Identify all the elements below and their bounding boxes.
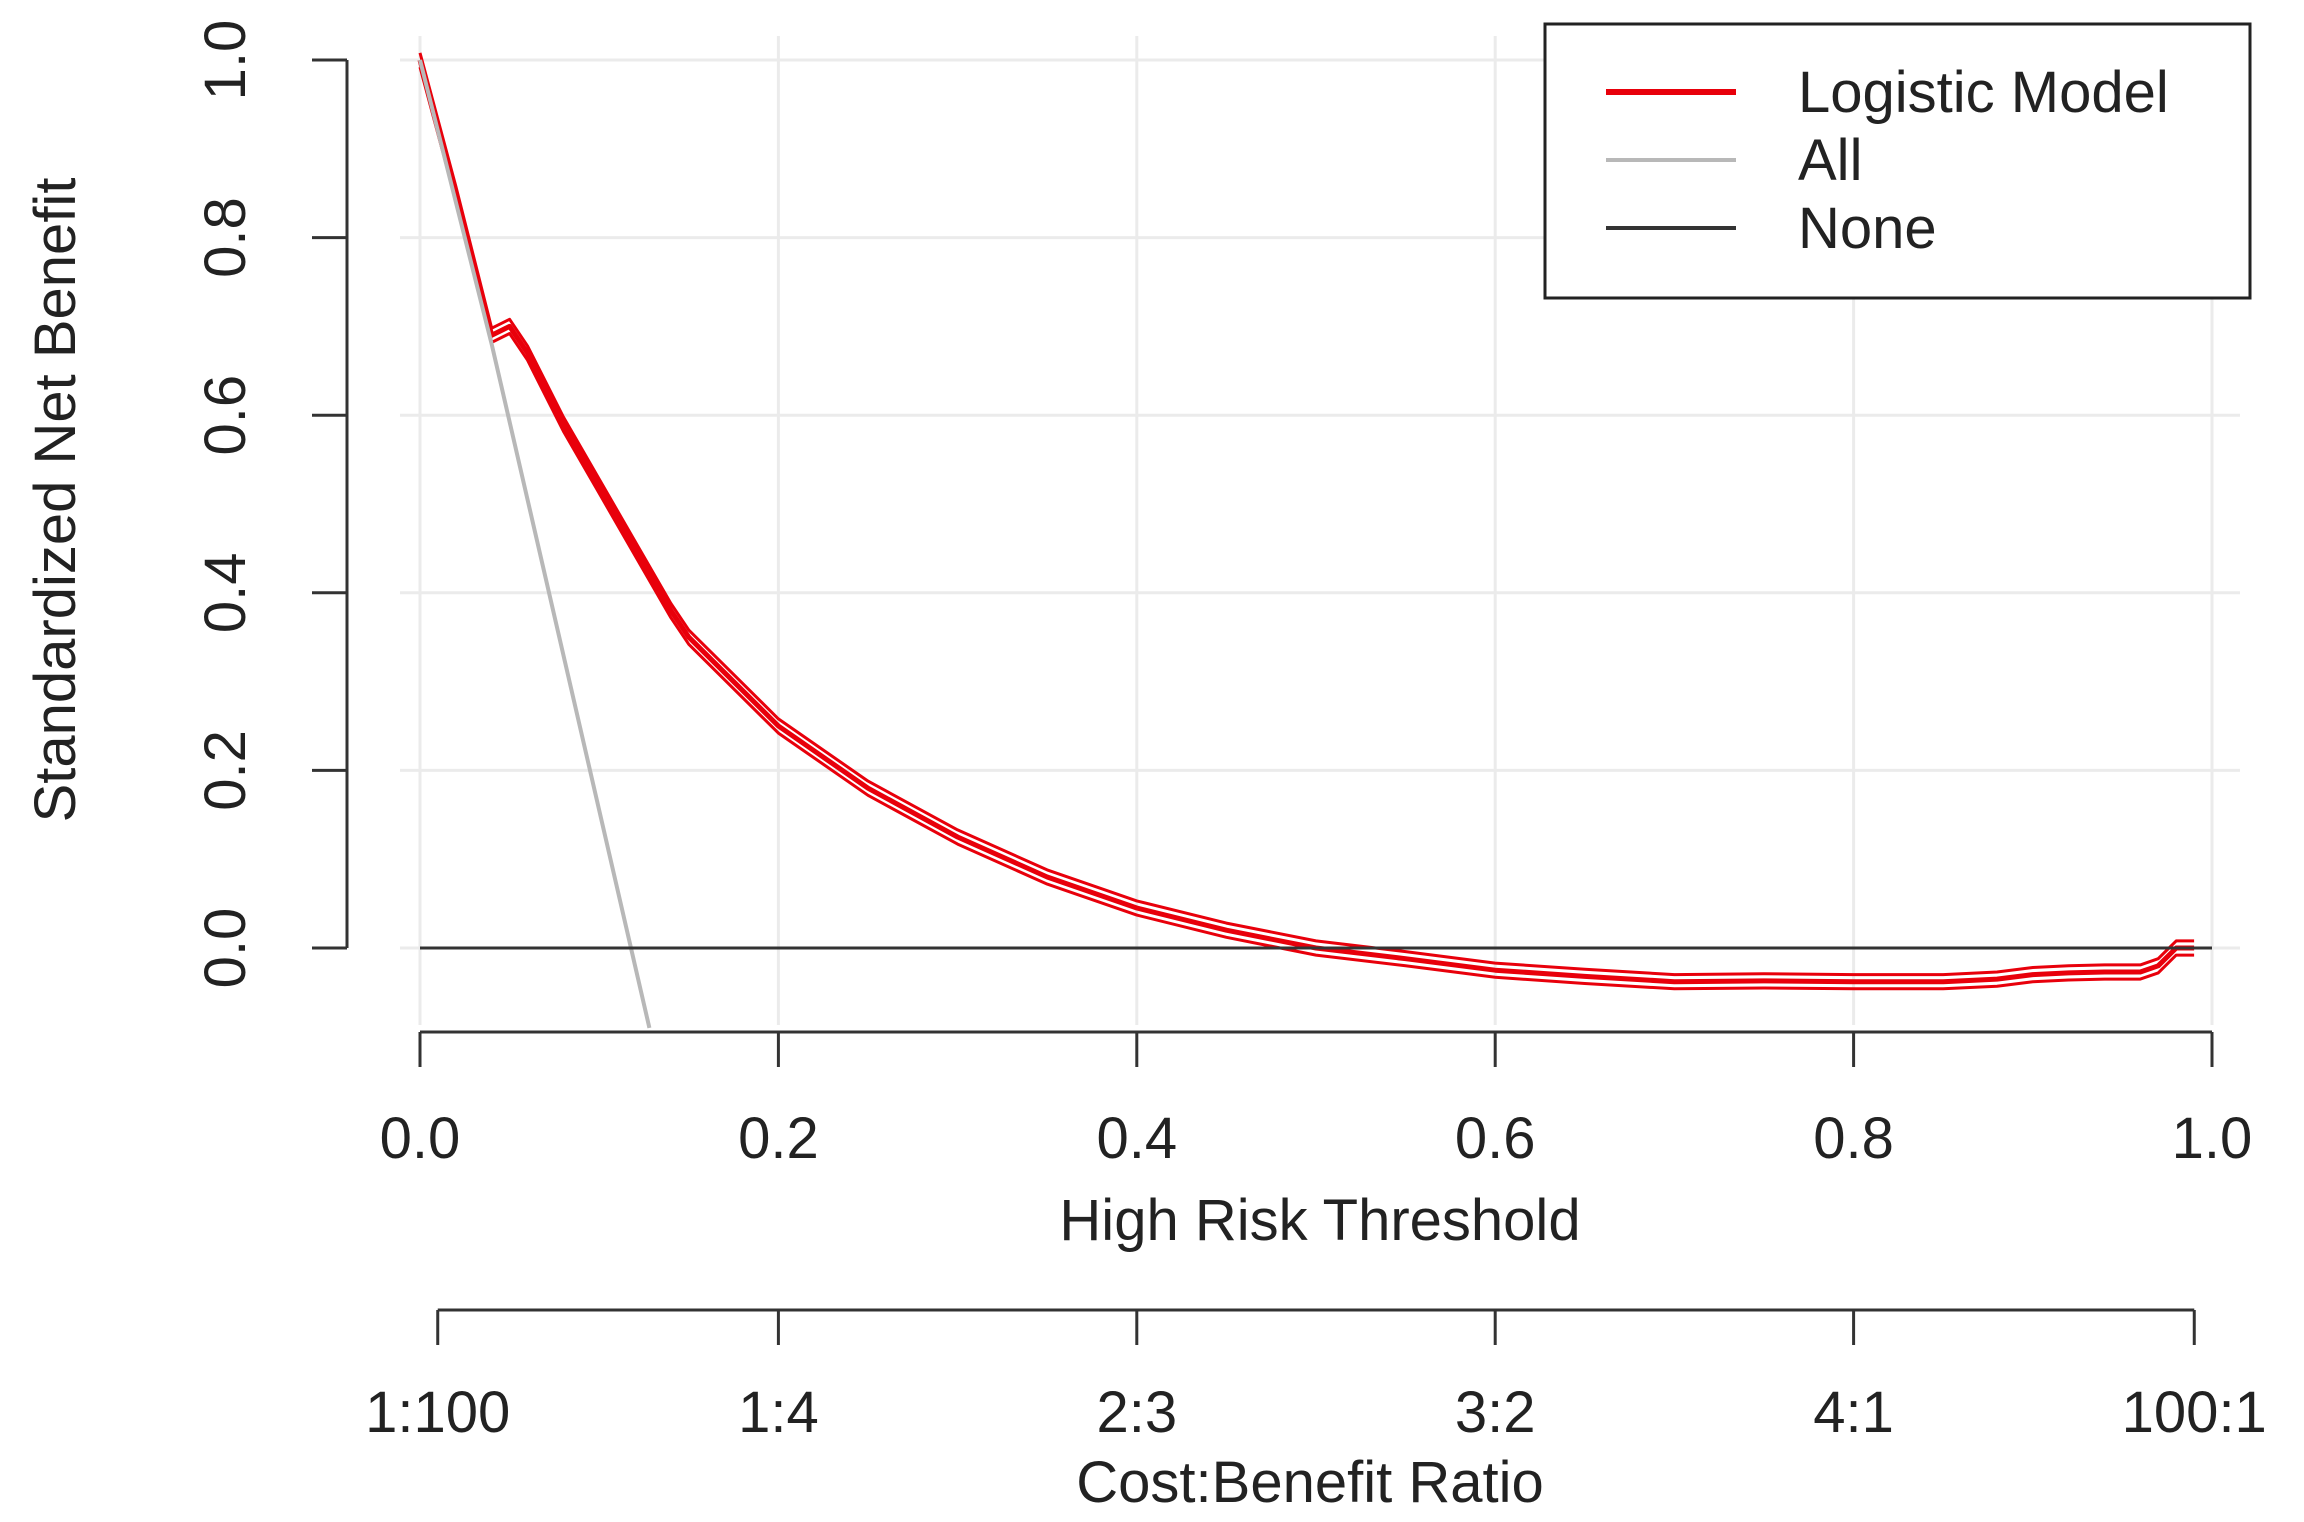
y-tick-label-1: 0.2 — [193, 730, 258, 811]
y-tick-label-5: 1.0 — [193, 20, 258, 101]
secondary-x-axis-title: Cost:Benefit Ratio — [1076, 1450, 1543, 1515]
x-tick-label-3: 0.6 — [1455, 1106, 1536, 1171]
y-tick-label-2: 0.4 — [193, 552, 258, 633]
logistic-ci-upper — [418, 52, 2195, 977]
y-tick-label-0: 0.0 — [193, 908, 258, 989]
x-tick-label-4: 0.8 — [1813, 1106, 1894, 1171]
legend-label-all: All — [1798, 128, 1862, 193]
x-tick-label-2: 0.4 — [1096, 1106, 1177, 1171]
cost-benefit-label-3: 3:2 — [1455, 1380, 1536, 1445]
logistic-model-line — [417, 59, 2195, 985]
all-treat-line — [418, 59, 652, 1029]
axes-layer: 0.0 0.2 0.4 0.6 0.8 1.0 0.0 0.2 0.4 0.6 0.8 1.0 1:10… — [193, 20, 2267, 1445]
legend-label-logistic: Logistic Model — [1798, 60, 2169, 125]
y-tick-label-3: 0.6 — [193, 375, 258, 456]
plot-layer — [417, 52, 2212, 1029]
cost-benefit-label-0: 1:100 — [365, 1380, 510, 1445]
x-axis-title: High Risk Threshold — [1059, 1188, 1580, 1253]
x-tick-label-0: 0.0 — [380, 1106, 461, 1171]
cost-benefit-label-4: 4:1 — [1813, 1380, 1894, 1445]
legend-label-none: None — [1798, 196, 1937, 261]
legend: Logistic Model All None — [1543, 22, 2252, 300]
cost-benefit-label-2: 2:3 — [1096, 1380, 1177, 1445]
cost-benefit-label-5: 100:1 — [2122, 1380, 2267, 1445]
y-axis-title: Standardized Net Benefit — [23, 178, 88, 823]
y-tick-label-4: 0.8 — [193, 197, 258, 278]
logistic-ci-lower — [418, 66, 2195, 991]
x-tick-label-1: 0.2 — [738, 1106, 819, 1171]
x-tick-label-5: 1.0 — [2172, 1106, 2253, 1171]
cost-benefit-label-1: 1:4 — [738, 1380, 819, 1445]
